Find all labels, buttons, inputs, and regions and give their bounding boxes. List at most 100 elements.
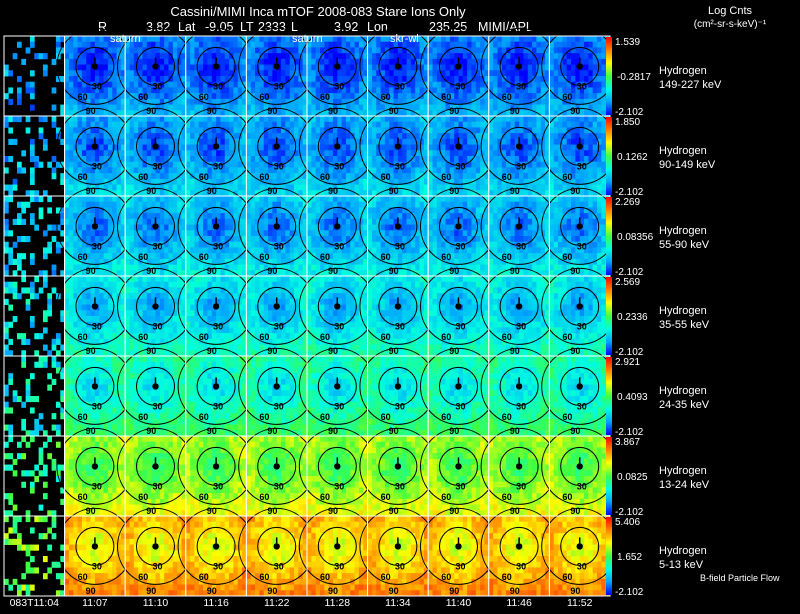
planet-marker: [516, 303, 522, 309]
energy-label: 13-24 keV: [659, 479, 710, 491]
ring-label-90: 90: [510, 186, 520, 196]
colorbar-mid-label: 0.08356: [617, 232, 654, 243]
ring-label-90: 90: [328, 186, 338, 196]
time-label: 083T11:04: [10, 597, 60, 609]
ring-label-30: 30: [395, 161, 405, 171]
ring-label-90: 90: [570, 586, 580, 596]
credit-label: MIMI/APL: [478, 20, 533, 34]
ring-label-90: 90: [207, 426, 217, 436]
ring-label-30: 30: [334, 161, 344, 171]
planet-marker: [395, 463, 401, 469]
ring-label-30: 30: [153, 481, 163, 491]
planet-marker: [274, 303, 280, 309]
planet-marker: [577, 463, 583, 469]
planet-marker: [92, 63, 98, 69]
planet-marker: [152, 303, 158, 309]
colorbar-max-label: 5.406: [615, 517, 640, 528]
planet-marker: [577, 543, 583, 549]
planet-marker: [395, 303, 401, 309]
colorbar-max-label: 2.921: [615, 357, 640, 368]
ring-label-60: 60: [441, 92, 451, 102]
colorbar-max-label: 2.569: [615, 277, 640, 288]
ring-label-90: 90: [449, 586, 459, 596]
ring-label-90: 90: [207, 106, 217, 116]
row-labels: Hydrogen 149-227 keV Hydrogen 90-149 keV Hyd…: [659, 65, 722, 571]
ring-label-60: 60: [78, 172, 88, 182]
ring-label-90: 90: [86, 266, 96, 276]
planet-marker: [395, 223, 401, 229]
ring-label-90: 90: [570, 186, 580, 196]
ring-label-90: 90: [510, 506, 520, 516]
ring-label-30: 30: [456, 561, 466, 571]
ring-label-60: 60: [502, 172, 512, 182]
species-label: Hydrogen: [659, 385, 707, 397]
ring-label-60: 60: [441, 572, 451, 582]
ena-image-panel: [4, 276, 65, 356]
ring-label-60: 60: [259, 92, 269, 102]
species-label: Hydrogen: [659, 545, 707, 557]
ring-label-30: 30: [577, 481, 587, 491]
planet-marker: [92, 143, 98, 149]
planet-marker: [274, 143, 280, 149]
ring-label-90: 90: [207, 506, 217, 516]
planet-marker: [395, 143, 401, 149]
ring-label-90: 90: [267, 346, 277, 356]
ring-label-60: 60: [78, 412, 88, 422]
ring-label-60: 60: [441, 412, 451, 422]
ring-label-30: 30: [456, 481, 466, 491]
ring-label-60: 60: [259, 572, 269, 582]
marker-label: skr-wl: [390, 33, 419, 45]
energy-label: 90-149 keV: [659, 159, 716, 171]
ring-label-30: 30: [395, 81, 405, 91]
planet-marker: [274, 543, 280, 549]
ring-label-30: 30: [456, 321, 466, 331]
lat-label: Lat: [178, 20, 196, 34]
ring-label-30: 30: [334, 81, 344, 91]
species-label: Hydrogen: [659, 305, 707, 317]
ring-label-60: 60: [320, 412, 330, 422]
ephemeris-line: R 3.82 Lat -9.05 LT 2333 L 3.92 Lon 235.…: [98, 20, 533, 34]
ring-label-30: 30: [153, 81, 163, 91]
ring-label-30: 30: [334, 401, 344, 411]
ring-label-60: 60: [320, 572, 330, 582]
ring-label-60: 60: [259, 252, 269, 262]
ring-label-60: 60: [562, 252, 572, 262]
ring-label-90: 90: [267, 106, 277, 116]
ring-label-30: 30: [334, 321, 344, 331]
ring-label-90: 90: [146, 586, 156, 596]
planet-marker: [455, 63, 461, 69]
planet-marker: [213, 463, 219, 469]
ring-label-90: 90: [510, 426, 520, 436]
energy-label: 149-227 keV: [659, 79, 722, 91]
ring-label-90: 90: [207, 346, 217, 356]
planet-marker: [274, 63, 280, 69]
ring-label-60: 60: [381, 252, 391, 262]
time-label: 11:07: [82, 597, 108, 609]
planet-marker: [395, 383, 401, 389]
ring-label-60: 60: [138, 92, 148, 102]
ena-image-panel: [4, 516, 65, 596]
ring-label-60: 60: [320, 492, 330, 502]
ring-label-60: 60: [138, 572, 148, 582]
colorbar-mid-label: 0.2336: [617, 312, 648, 323]
ring-label-90: 90: [449, 186, 459, 196]
ring-label-90: 90: [389, 186, 399, 196]
ring-label-90: 90: [389, 586, 399, 596]
lat-value: -9.05: [205, 20, 234, 34]
ring-label-60: 60: [502, 492, 512, 502]
ring-label-30: 30: [516, 481, 526, 491]
time-label: 11:52: [567, 597, 593, 609]
